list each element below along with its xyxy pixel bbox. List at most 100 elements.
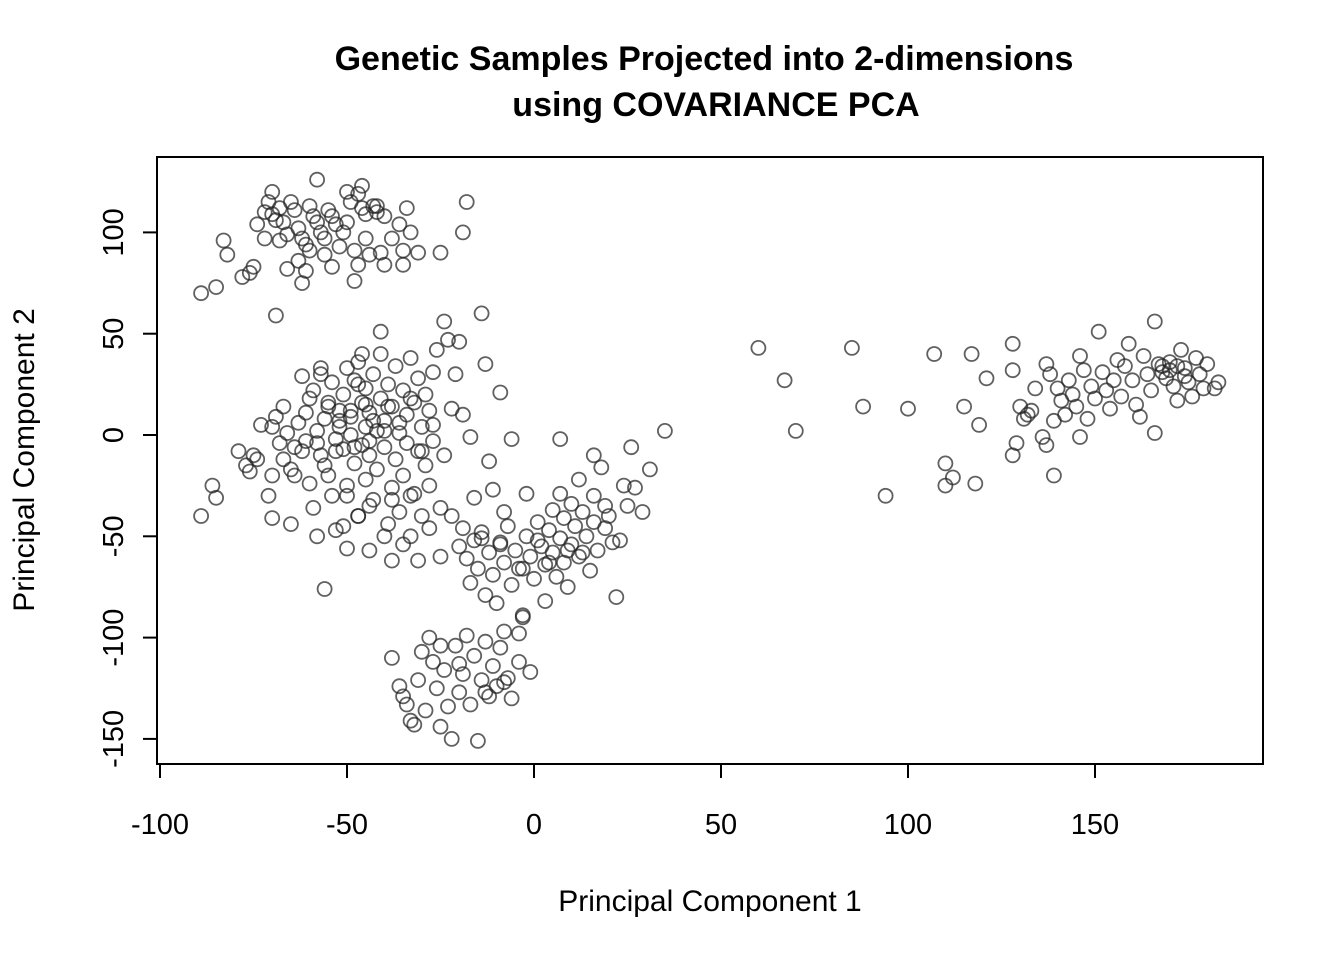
data-point [544,502,561,518]
x-tick-label: -50 [326,809,368,841]
data-point [492,536,509,553]
data-point [391,678,408,695]
data-point [432,499,449,516]
data-point [361,404,378,421]
data-point [432,637,449,654]
data-point [1184,388,1201,405]
data-point [391,414,408,431]
data-point [1075,362,1092,379]
data-point [234,269,251,285]
data-point [1019,406,1036,423]
data-point [275,398,292,415]
data-point [436,313,453,330]
data-point [361,433,378,450]
data-point [1165,378,1182,395]
data-point [488,595,505,612]
data-point [556,510,572,526]
data-point [219,246,236,263]
data-point [245,258,262,275]
data-point [1060,372,1077,389]
data-point [376,528,393,545]
points-layer [193,171,1227,749]
data-point [967,475,984,492]
data-point [342,402,359,419]
data-point [256,230,273,247]
data-point [574,504,591,520]
data-point [372,346,389,362]
data-point [454,666,471,682]
data-point [597,520,613,537]
data-point [335,224,352,241]
data-point [473,524,490,541]
data-point [1004,335,1021,352]
data-point [563,495,580,512]
data-point [492,384,509,401]
data-point [477,356,494,373]
data-point [320,467,337,484]
data-point [368,198,385,215]
data-point [451,333,468,350]
data-point [1079,410,1096,427]
data-point [350,376,367,393]
data-point [346,372,363,389]
data-point [477,684,494,701]
y-tick-label: 0 [98,427,130,443]
data-point [514,609,531,626]
data-point [346,439,363,456]
data-point [499,518,516,535]
data-point [537,593,554,609]
data-point [462,696,479,713]
data-point [425,433,441,450]
data-point [443,731,460,747]
data-point [425,364,441,381]
data-point [608,589,625,605]
data-point [387,358,404,375]
data-point [309,214,326,231]
chart-title: Genetic Samples Projected into 2-dimensi… [335,40,1074,78]
data-point [548,568,565,585]
data-point [395,467,412,484]
data-point [937,477,954,494]
data-point [346,455,363,472]
data-point [339,540,355,557]
data-point [260,487,277,504]
data-point [297,262,314,279]
data-point [342,408,359,425]
data-point [1072,348,1088,364]
data-point [421,477,438,494]
data-point [425,654,441,670]
data-point [432,244,449,261]
data-point [1169,358,1186,375]
data-point [1102,400,1118,417]
data-point [380,376,397,393]
data-point [451,538,468,555]
data-point [294,443,311,460]
data-point [410,244,427,261]
data-point [428,341,445,358]
data-point [499,670,516,686]
data-point [559,579,576,595]
data-point [421,520,438,537]
data-point [354,177,370,194]
data-point [324,258,340,275]
data-point [481,688,498,705]
data-point [387,451,404,468]
data-point [413,443,430,460]
data-point [496,674,513,691]
data-point [413,508,430,524]
data-point [275,451,292,468]
data-point [339,214,355,231]
data-point [327,443,344,460]
data-point [305,499,322,516]
data-point [335,441,352,458]
y-tick-label: -150 [98,710,130,768]
x-tick-label: 0 [526,809,542,841]
data-point [585,487,602,504]
data-point [1090,323,1107,340]
data-point [417,702,434,719]
data-point [1161,362,1178,379]
data-point [339,487,355,504]
data-point [514,560,531,577]
data-point [383,398,400,415]
data-point [1038,356,1055,373]
